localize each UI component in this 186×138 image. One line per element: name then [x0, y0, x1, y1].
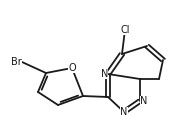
Text: N: N — [120, 107, 128, 117]
Text: Cl: Cl — [120, 25, 130, 35]
Text: N: N — [101, 69, 108, 79]
Text: Br: Br — [11, 57, 22, 67]
Text: O: O — [68, 63, 76, 73]
Text: N: N — [140, 96, 147, 106]
